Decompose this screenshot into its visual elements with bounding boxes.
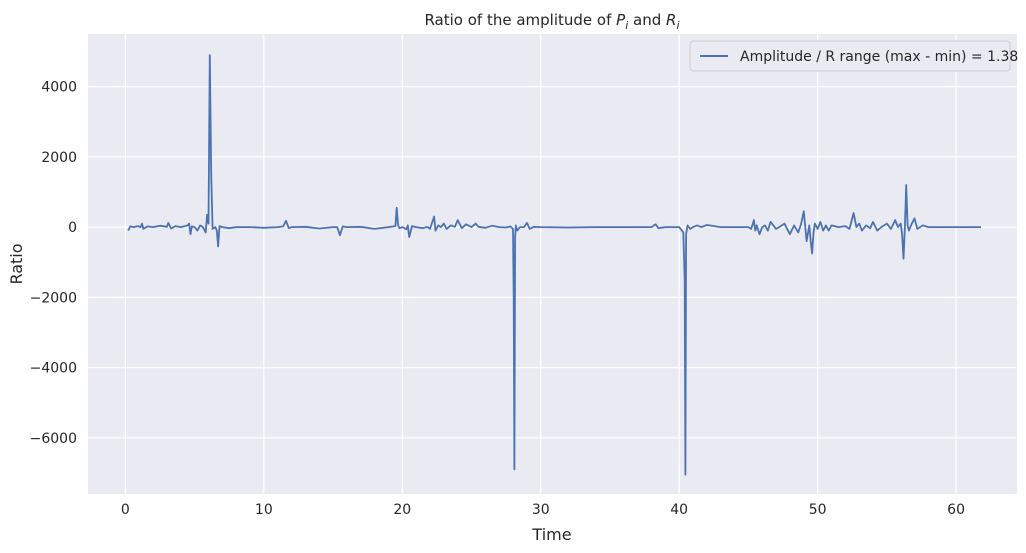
y-tick-label: 0 — [68, 220, 77, 236]
y-tick-label: −2000 — [30, 290, 77, 306]
x-tick-labels: 0 10 20 30 40 50 60 — [121, 502, 965, 518]
y-tick-label: 2000 — [41, 150, 77, 166]
y-tick-label: 4000 — [41, 80, 77, 96]
x-tick-label: 30 — [532, 502, 550, 518]
y-tick-label: −4000 — [30, 361, 77, 377]
x-tick-label: 50 — [809, 502, 827, 518]
y-tick-label: −6000 — [30, 431, 77, 447]
x-tick-label: 0 — [121, 502, 130, 518]
data-series — [127, 54, 981, 476]
legend-label: Amplitude / R range (max - min) = 1.38 — [740, 49, 1018, 65]
x-tick-label: 20 — [393, 502, 411, 518]
legend: Amplitude / R range (max - min) = 1.38 — [689, 40, 1018, 72]
x-tick-label: 60 — [947, 502, 965, 518]
legend-box — [689, 40, 1011, 72]
x-axis-label: Time — [531, 525, 571, 544]
y-tick-labels: −6000 −4000 −2000 0 2000 4000 — [30, 80, 77, 447]
plot-background — [88, 34, 1017, 494]
chart-title: Ratio of the amplitude of Pi and Ri — [424, 11, 679, 32]
x-tick-label: 10 — [255, 502, 273, 518]
y-axis-label: Ratio — [7, 243, 26, 284]
x-tick-label: 40 — [670, 502, 688, 518]
series-line — [127, 54, 981, 476]
